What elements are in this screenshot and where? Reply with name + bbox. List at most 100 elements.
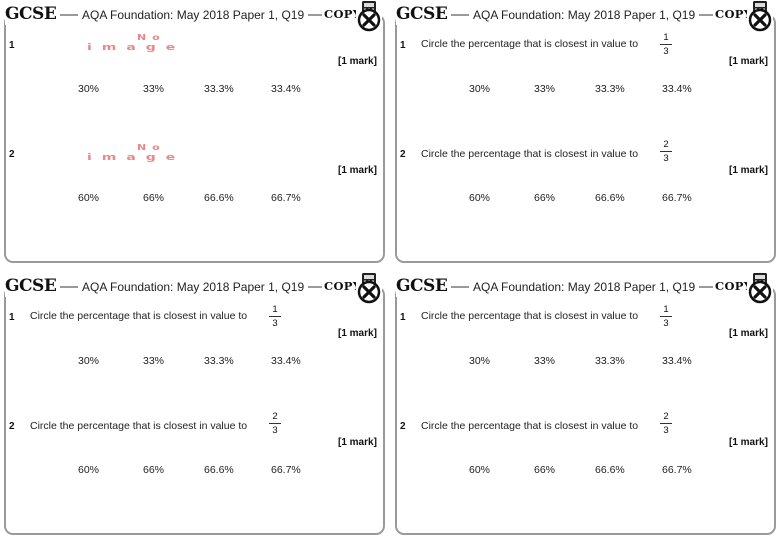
q2-option: 66.7% [662, 192, 692, 204]
q1-option: 30% [78, 83, 100, 95]
panel-frame [395, 14, 776, 263]
worksheet-panel: GCSE AQA Foundation: May 2018 Paper 1, Q… [0, 272, 390, 542]
q1-text: Circle the percentage that is closest in… [421, 310, 639, 322]
q2-option: 66.6% [595, 192, 625, 204]
q1-fraction-denominator: 3 [663, 46, 669, 57]
q1-option: 33.4% [662, 355, 692, 367]
q2-option: 66% [143, 192, 165, 204]
q2-fraction-bar [660, 423, 672, 424]
question-2-number: 2 [400, 149, 406, 160]
q1-option: 33.4% [271, 83, 301, 95]
q2-text: Circle the percentage that is closest in… [421, 148, 639, 160]
q1-option: 33% [143, 83, 165, 95]
q2-fraction-numerator: 2 [663, 411, 669, 422]
q2-fraction-denominator: 3 [663, 425, 669, 436]
calculator-not-allowed-icon [747, 272, 773, 304]
q1-fraction-bar [660, 44, 672, 45]
panel-title: AQA Foundation: May 2018 Paper 1, Q19 [78, 279, 309, 295]
missing-image-text-2: image [87, 152, 185, 162]
q2-option: 66% [534, 192, 556, 204]
question-2-marks: [1 mark] [338, 437, 377, 448]
question-1-number: 1 [400, 312, 406, 323]
q1-option: 33% [534, 355, 556, 367]
missing-image-text-2: image [87, 42, 185, 52]
q1-fraction-bar [269, 316, 281, 317]
gcse-logo: GCSE [5, 275, 61, 297]
panel-frame [395, 286, 776, 535]
panel-title: AQA Foundation: May 2018 Paper 1, Q19 [469, 279, 700, 295]
gcse-logo: GCSE [5, 3, 61, 25]
q1-option: 33.3% [595, 83, 625, 95]
q2-option: 66% [143, 464, 165, 476]
gcse-logo: GCSE [396, 3, 452, 25]
question-1-number: 1 [400, 40, 406, 51]
q1-fraction-bar [660, 316, 672, 317]
calculator-not-allowed-icon [356, 0, 382, 32]
panel-title: AQA Foundation: May 2018 Paper 1, Q19 [78, 7, 309, 23]
question-2-number: 2 [9, 149, 15, 160]
panel-title: AQA Foundation: May 2018 Paper 1, Q19 [469, 7, 700, 23]
q2-fraction-denominator: 3 [272, 425, 278, 436]
question-1-marks: [1 mark] [729, 56, 768, 67]
q1-fraction-denominator: 3 [663, 318, 669, 329]
calculator-not-allowed-icon [747, 0, 773, 32]
q1-option: 33.3% [204, 83, 234, 95]
missing-image-text-1: No [137, 33, 166, 42]
question-2-marks: [1 mark] [729, 165, 768, 176]
q2-option: 66.6% [204, 464, 234, 476]
q1-fraction-denominator: 3 [272, 318, 278, 329]
worksheet-panel: GCSE AQA Foundation: May 2018 Paper 1, Q… [391, 0, 780, 270]
q2-fraction-numerator: 2 [272, 411, 278, 422]
q1-option: 33.3% [204, 355, 234, 367]
q2-fraction-bar [269, 423, 281, 424]
q1-option: 30% [78, 355, 100, 367]
q1-fraction-numerator: 1 [663, 32, 669, 43]
q2-option: 66.6% [204, 192, 234, 204]
copy-label: COPY [322, 278, 364, 294]
q2-option: 66.6% [595, 464, 625, 476]
q2-fraction-bar [660, 151, 672, 152]
q1-option: 33% [534, 83, 556, 95]
question-1-number: 1 [9, 40, 15, 51]
q2-option: 60% [469, 192, 491, 204]
q2-option: 66.7% [271, 464, 301, 476]
q1-option: 33.3% [595, 355, 625, 367]
worksheet-panel: GCSE AQA Foundation: May 2018 Paper 1, Q… [391, 272, 780, 542]
q2-fraction-numerator: 2 [663, 139, 669, 150]
q1-fraction-numerator: 1 [663, 304, 669, 315]
question-1-number: 1 [9, 312, 15, 323]
question-1-marks: [1 mark] [729, 328, 768, 339]
copy-label: COPY [713, 6, 755, 22]
q1-option: 33% [143, 355, 165, 367]
panel-frame [4, 286, 385, 535]
missing-image-text-1: No [137, 143, 166, 152]
worksheet-panel: GCSE AQA Foundation: May 2018 Paper 1, Q… [0, 0, 390, 270]
copy-label: COPY [322, 6, 364, 22]
question-2-marks: [1 mark] [338, 165, 377, 176]
question-2-number: 2 [400, 421, 406, 432]
question-2-marks: [1 mark] [729, 437, 768, 448]
q2-option: 60% [469, 464, 491, 476]
q2-option: 60% [78, 192, 100, 204]
q2-fraction-denominator: 3 [663, 153, 669, 164]
q2-option: 66% [534, 464, 556, 476]
q1-option: 33.4% [662, 83, 692, 95]
calculator-not-allowed-icon [356, 272, 382, 304]
q1-option: 30% [469, 83, 491, 95]
q1-option: 30% [469, 355, 491, 367]
question-1-marks: [1 mark] [338, 328, 377, 339]
question-2-number: 2 [9, 421, 15, 432]
q1-fraction-numerator: 1 [272, 304, 278, 315]
copy-label: COPY [713, 278, 755, 294]
gcse-logo: GCSE [396, 275, 452, 297]
q2-text: Circle the percentage that is closest in… [421, 420, 639, 432]
q1-text: Circle the percentage that is closest in… [30, 310, 248, 322]
